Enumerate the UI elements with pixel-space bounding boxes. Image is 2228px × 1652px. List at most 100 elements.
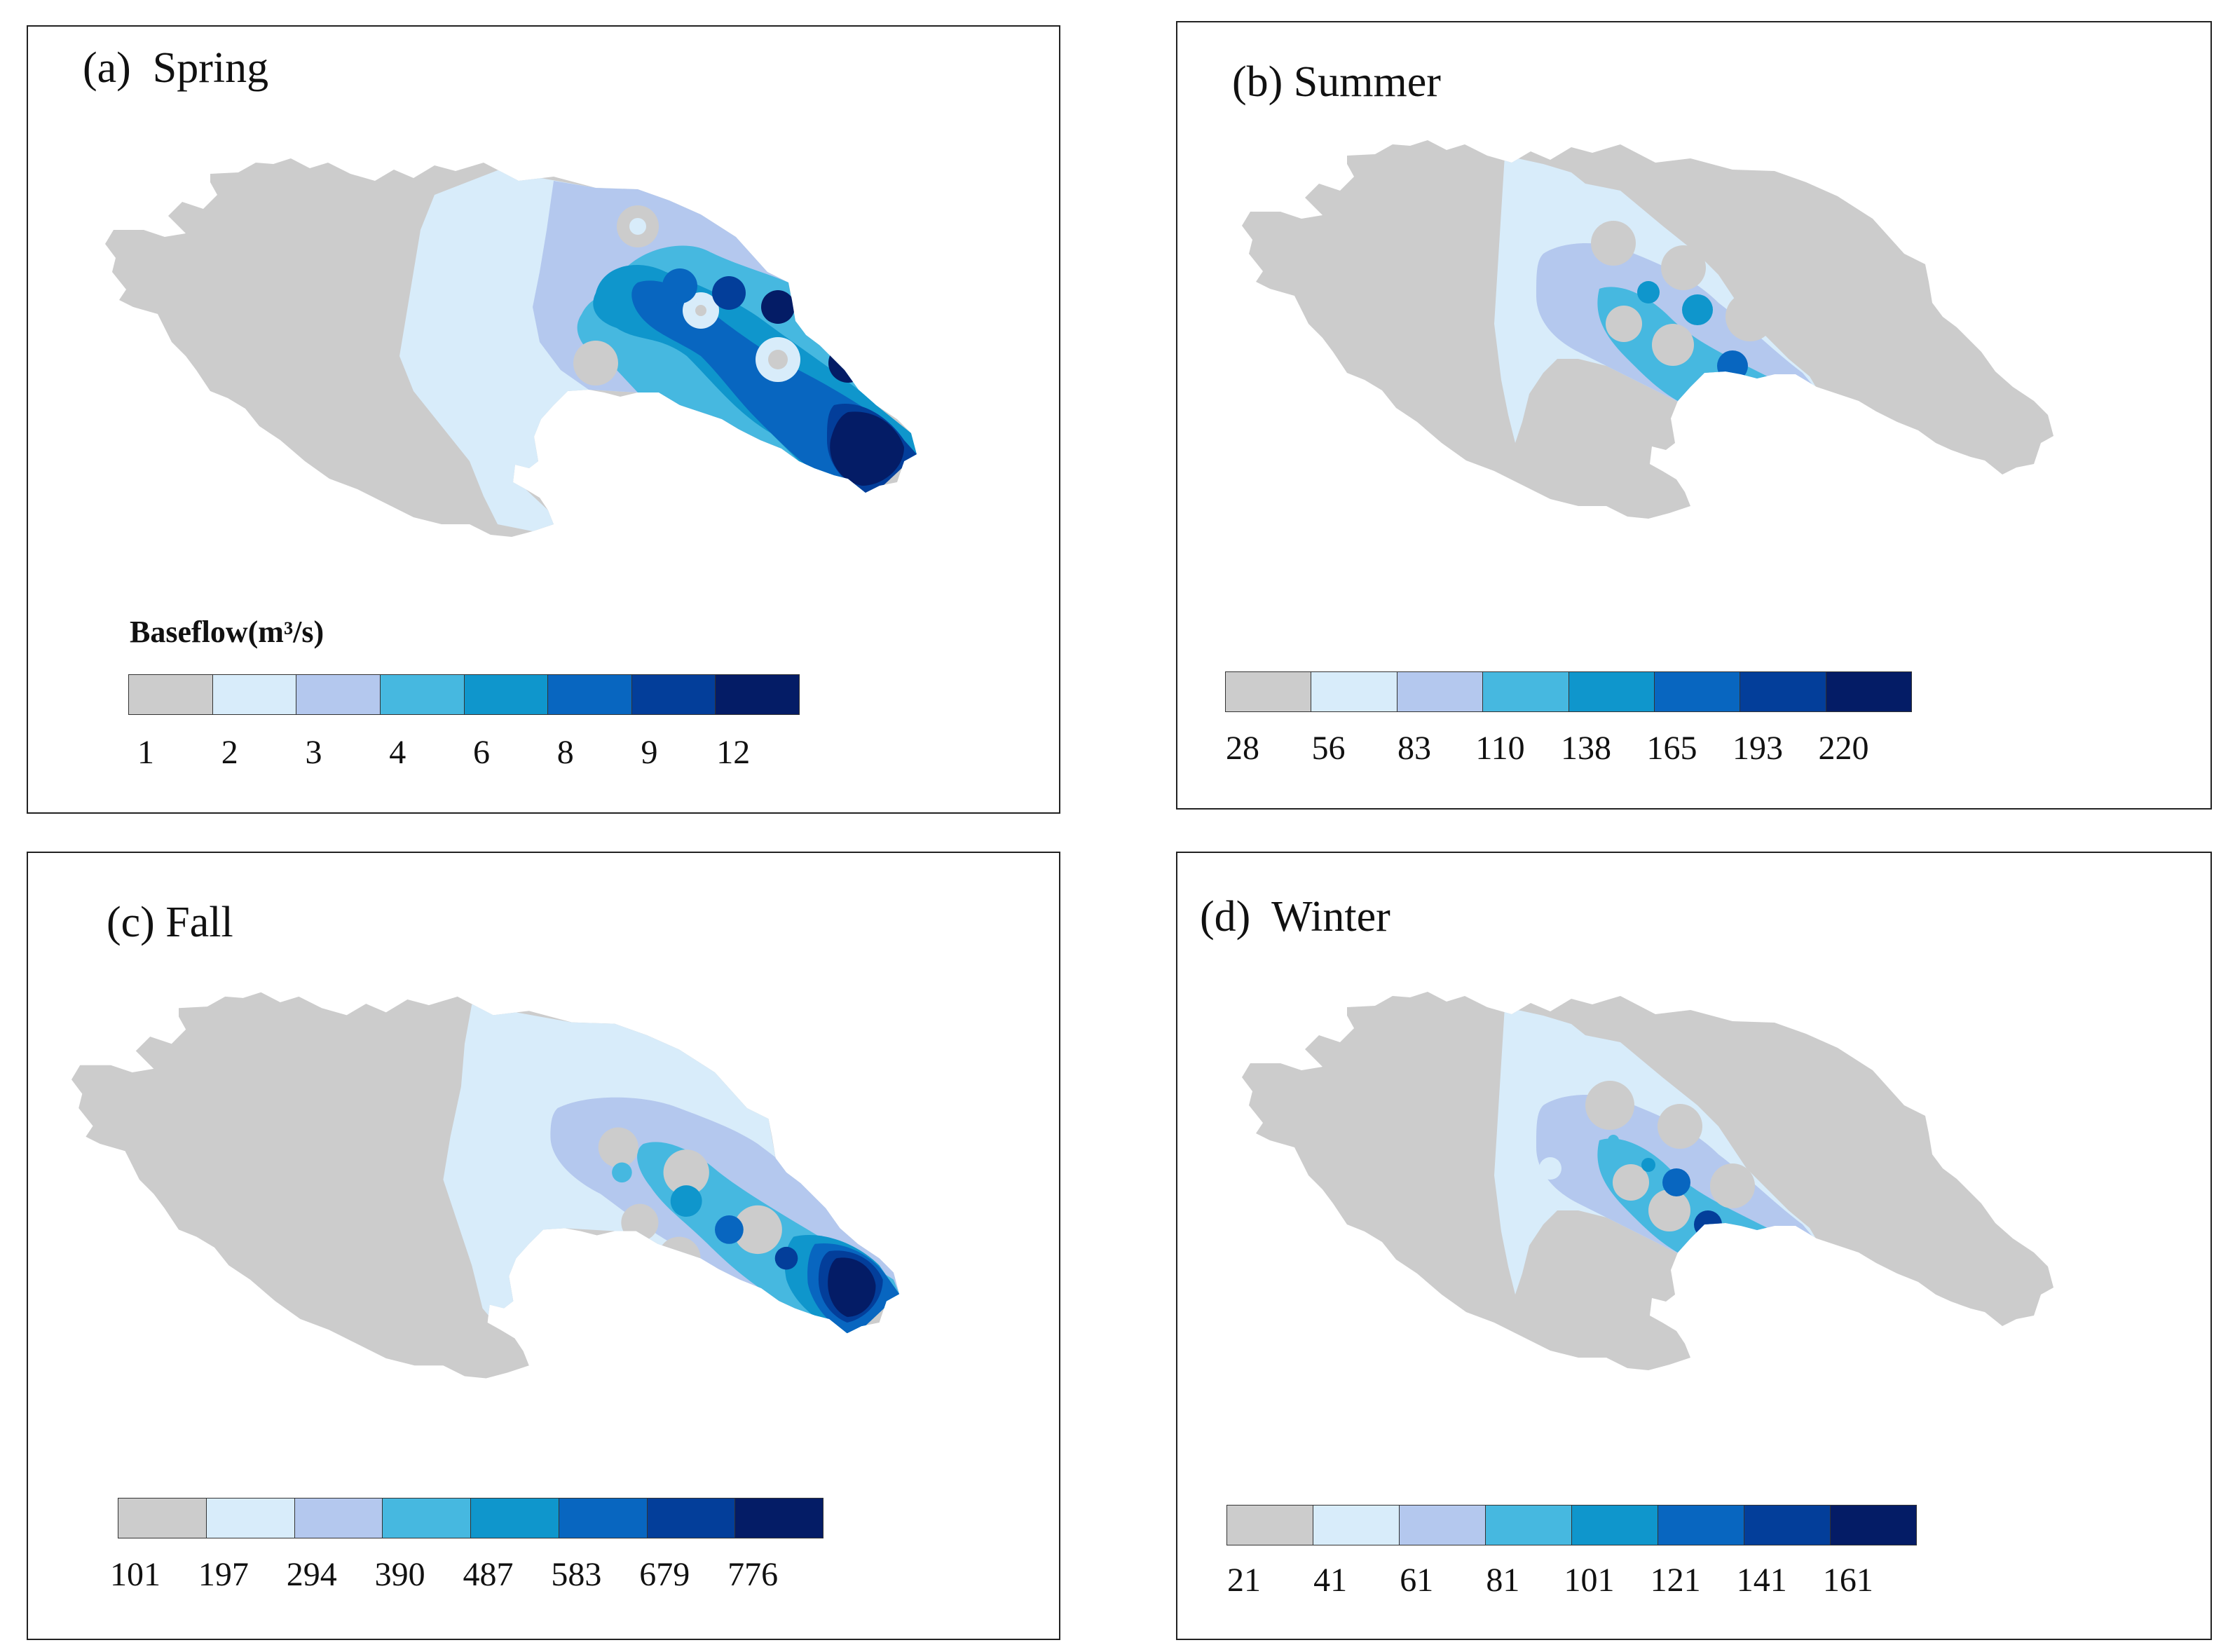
legend-swatch	[1572, 1506, 1658, 1545]
iso-zone-6	[830, 411, 904, 486]
map-panel-fall: (c) Fall 101 197 294 390 487 583 679 776	[27, 852, 1060, 1640]
legend-tick-label: 21	[1227, 1562, 1261, 1599]
basin-group	[105, 158, 917, 537]
basin-map	[105, 158, 917, 537]
legend-swatch	[1226, 672, 1312, 711]
iso-blob-1	[629, 218, 646, 235]
panel-title: (b) Summer	[1232, 58, 1441, 106]
legend-swatch	[212, 675, 297, 714]
iso-blob-0	[1591, 221, 1636, 266]
legend-swatch	[294, 1499, 383, 1538]
legend-tick-label: 138	[1561, 730, 1611, 767]
legend-swatch	[1744, 1506, 1831, 1545]
legend-swatch	[1486, 1506, 1572, 1545]
legend-swatch	[383, 1499, 471, 1538]
legend-swatch	[1654, 672, 1741, 711]
legend-swatch	[1658, 1506, 1744, 1545]
iso-zone-3	[1721, 1236, 1803, 1295]
iso-blob-9	[1694, 1210, 1722, 1238]
legend-tick-label: 12	[716, 734, 751, 771]
iso-blob-1	[663, 1149, 709, 1196]
legend-tick-label: 6	[473, 734, 490, 771]
iso-blob-4	[1725, 292, 1775, 341]
legend-swatch	[1397, 672, 1484, 711]
iso-blob-6	[670, 1185, 702, 1217]
legend-tick-labels: 28 56 83 110 138 165 193 220	[1225, 729, 1912, 771]
iso-blob-9	[573, 341, 618, 385]
legend-swatch	[296, 675, 381, 714]
iso-blob-4	[733, 1205, 782, 1255]
iso-blob-7	[715, 1215, 744, 1244]
basin-group	[1242, 140, 2053, 519]
legend-swatch	[548, 675, 632, 714]
legend-tick-label: 1	[137, 734, 154, 771]
legend-tick-labels: 21 41 61 81 101 121 141 161	[1226, 1561, 1917, 1603]
basin-map	[1242, 992, 2053, 1370]
color-legend	[118, 1498, 823, 1538]
legend-tick-label: 141	[1736, 1562, 1787, 1599]
iso-blob-2	[1613, 1164, 1649, 1201]
legend-swatch	[1313, 1506, 1400, 1545]
iso-zone-6	[828, 1257, 876, 1317]
iso-blob-10	[662, 268, 697, 303]
color-legend	[128, 674, 800, 715]
iso-blob-2	[777, 232, 821, 277]
legend-tick-label: 165	[1646, 730, 1697, 767]
legend-tick-label: 101	[1564, 1562, 1615, 1599]
iso-zone-5	[1754, 393, 1810, 442]
basin-map	[71, 992, 900, 1379]
color-legend	[1225, 671, 1912, 712]
legend-swatch	[735, 1499, 823, 1538]
legend-tick-label: 583	[551, 1556, 602, 1593]
basin-group	[1242, 992, 2053, 1370]
iso-zone-6	[1763, 400, 1803, 438]
legend-swatch	[1483, 672, 1569, 711]
iso-blob-5	[1637, 281, 1660, 303]
iso-blob-8	[768, 350, 788, 369]
legend-tick-label: 161	[1822, 1562, 1873, 1599]
iso-blob-6	[695, 305, 706, 316]
legend-swatch	[1311, 672, 1397, 711]
map-panel-summer: (b) Summer 28 56 83 110 138 165 193 220	[1176, 21, 2212, 810]
panel-title: (a) Spring	[83, 44, 269, 92]
iso-zone-4	[1744, 386, 1820, 443]
legend-tick-label: 121	[1650, 1562, 1701, 1599]
legend-swatch	[559, 1499, 648, 1538]
legend-swatch	[118, 1499, 207, 1538]
iso-blob-3	[1652, 324, 1694, 366]
legend-tick-label: 83	[1397, 730, 1431, 767]
iso-blob-12	[761, 290, 795, 324]
iso-blob-1	[1661, 245, 1706, 290]
legend-tick-label: 3	[305, 734, 322, 771]
iso-blob-3	[791, 246, 807, 263]
color-legend	[1226, 1505, 1917, 1545]
iso-zone-5	[1754, 1245, 1810, 1294]
iso-blob-6	[1608, 1135, 1619, 1146]
iso-blob-4	[889, 285, 917, 329]
legend-tick-label: 28	[1226, 730, 1259, 767]
iso-zone-4	[1744, 1238, 1820, 1295]
basin-map	[1242, 140, 2053, 519]
legend-title: Baseflow(m³/s)	[130, 615, 324, 649]
iso-blob-8	[1662, 1168, 1690, 1196]
legend-tick-label: 776	[727, 1556, 779, 1593]
legend-swatch	[471, 1499, 559, 1538]
legend-tick-label: 197	[198, 1556, 249, 1593]
legend-swatch	[1740, 672, 1826, 711]
legend-tick-label: 41	[1313, 1562, 1348, 1599]
legend-swatch	[380, 675, 465, 714]
legend-tick-label: 8	[556, 734, 574, 771]
legend-swatch	[631, 675, 716, 714]
iso-blob-6	[1682, 294, 1713, 325]
iso-blob-1	[1658, 1104, 1702, 1149]
iso-blob-5	[612, 1162, 632, 1183]
legend-tick-label: 679	[639, 1556, 690, 1593]
panel-title: (d) Winter	[1200, 893, 1390, 941]
iso-blob-2	[621, 1203, 659, 1241]
iso-blob-4	[1710, 1163, 1755, 1208]
iso-zone-6	[1763, 1252, 1803, 1290]
legend-tick-labels: 1 2 3 4 6 8 9 12	[128, 733, 800, 775]
legend-tick-label: 193	[1732, 730, 1783, 767]
legend-swatch	[129, 675, 213, 714]
iso-blob-0	[598, 1127, 638, 1168]
